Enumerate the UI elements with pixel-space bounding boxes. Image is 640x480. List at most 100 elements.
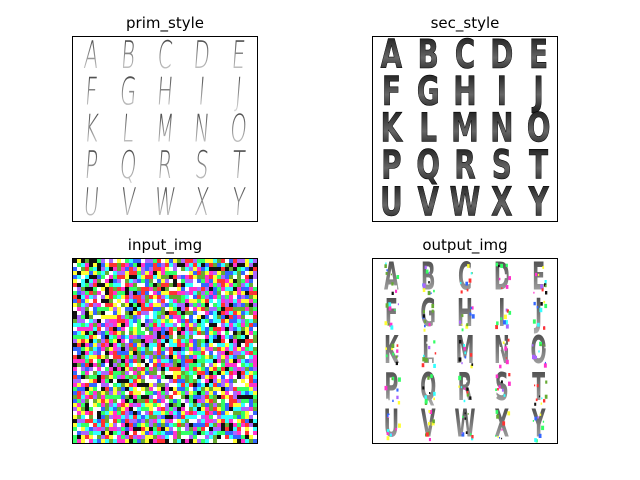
- speckle: [464, 351, 467, 355]
- speckle: [500, 263, 503, 268]
- speckle: [463, 347, 466, 351]
- speckle: [498, 265, 500, 268]
- speckle: [545, 380, 548, 384]
- speckle: [432, 425, 435, 429]
- input-noise-image: [73, 259, 257, 443]
- speckle: [429, 359, 432, 364]
- speckle: [422, 283, 426, 288]
- glyph-d: D: [192, 37, 212, 78]
- speckle: [504, 274, 507, 279]
- speckle: [391, 282, 394, 286]
- glyph-e: E: [529, 37, 548, 79]
- speckle: [465, 281, 468, 286]
- speckle: [461, 328, 464, 332]
- speckle: [428, 345, 431, 350]
- sec-style-image: A B C D E F G H I J K L M N O P Q R S T U V W X Y: [380, 37, 551, 221]
- speckle: [466, 390, 469, 394]
- speckle: [470, 364, 473, 369]
- glyph-a: A: [83, 37, 101, 78]
- speckle: [501, 380, 503, 384]
- speckle: [534, 402, 537, 406]
- glyph-q: Q: [416, 143, 440, 189]
- speckle: [390, 401, 393, 406]
- speckle: [395, 427, 397, 431]
- speckle: [384, 264, 387, 268]
- speckle: [531, 344, 534, 347]
- speckle: [503, 320, 506, 325]
- speckle: [464, 412, 466, 415]
- speckle: [428, 272, 431, 275]
- speckle: [386, 398, 389, 403]
- glyph-p: P: [83, 144, 99, 189]
- speckle: [533, 291, 535, 294]
- speckle: [496, 437, 498, 440]
- speckle: [534, 355, 537, 360]
- speckle: [508, 265, 510, 268]
- glyph-w: W: [153, 180, 177, 221]
- speckle: [505, 308, 508, 312]
- speckle: [497, 436, 499, 438]
- glyph-e: E: [230, 37, 247, 78]
- speckle: [460, 290, 463, 294]
- speckle: [505, 359, 509, 365]
- speckle: [458, 385, 460, 388]
- speckle: [459, 339, 462, 344]
- speckle: [536, 305, 539, 309]
- speckle: [538, 436, 541, 440]
- glyph-r: R: [454, 143, 476, 189]
- speckle: [396, 395, 399, 400]
- glyph-s: S: [193, 144, 210, 189]
- glyph-v: V: [119, 180, 137, 221]
- speckle: [391, 347, 394, 351]
- speckle: [501, 287, 503, 289]
- speckle: [428, 323, 431, 327]
- speckle: [541, 288, 544, 292]
- speckle: [397, 401, 401, 405]
- speckle: [458, 357, 462, 362]
- speckle: [460, 386, 463, 389]
- speckle: [395, 361, 398, 366]
- speckle: [508, 276, 511, 281]
- glyph-r: R: [156, 144, 174, 189]
- glyph-b: B: [418, 37, 439, 79]
- glyph-n: N: [494, 329, 510, 373]
- speckle: [422, 386, 425, 390]
- speckle: [431, 421, 435, 427]
- speckle: [465, 431, 468, 434]
- speckle: [541, 425, 545, 431]
- speckle: [469, 353, 473, 357]
- glyph-j: J: [534, 292, 542, 336]
- speckle: [422, 357, 426, 362]
- speckle: [495, 262, 499, 267]
- noise-pixels: [73, 259, 257, 443]
- speckle: [388, 415, 391, 418]
- speckle: [398, 423, 401, 428]
- glyph-u: U: [384, 402, 399, 443]
- speckle: [470, 306, 472, 310]
- glyph-w: W: [450, 179, 481, 221]
- speckle: [466, 393, 470, 397]
- glyph-d: D: [490, 37, 513, 79]
- glyph-x: X: [491, 179, 513, 221]
- speckle: [425, 432, 429, 437]
- speckle: [424, 265, 427, 269]
- speckle: [430, 292, 432, 295]
- speckle: [544, 303, 548, 309]
- speckle: [387, 413, 390, 418]
- speckle: [504, 346, 508, 351]
- speckle: [466, 387, 469, 391]
- speckle: [504, 340, 506, 344]
- speckle: [461, 323, 463, 326]
- speckle: [471, 314, 475, 319]
- speckle: [390, 273, 392, 276]
- speckle: [539, 413, 542, 416]
- speckle: [469, 290, 471, 292]
- speckle: [470, 433, 472, 436]
- speckle: [465, 324, 469, 329]
- speckle: [495, 325, 498, 330]
- speckle: [471, 306, 474, 310]
- speckle: [395, 289, 398, 293]
- speckle: [385, 272, 388, 275]
